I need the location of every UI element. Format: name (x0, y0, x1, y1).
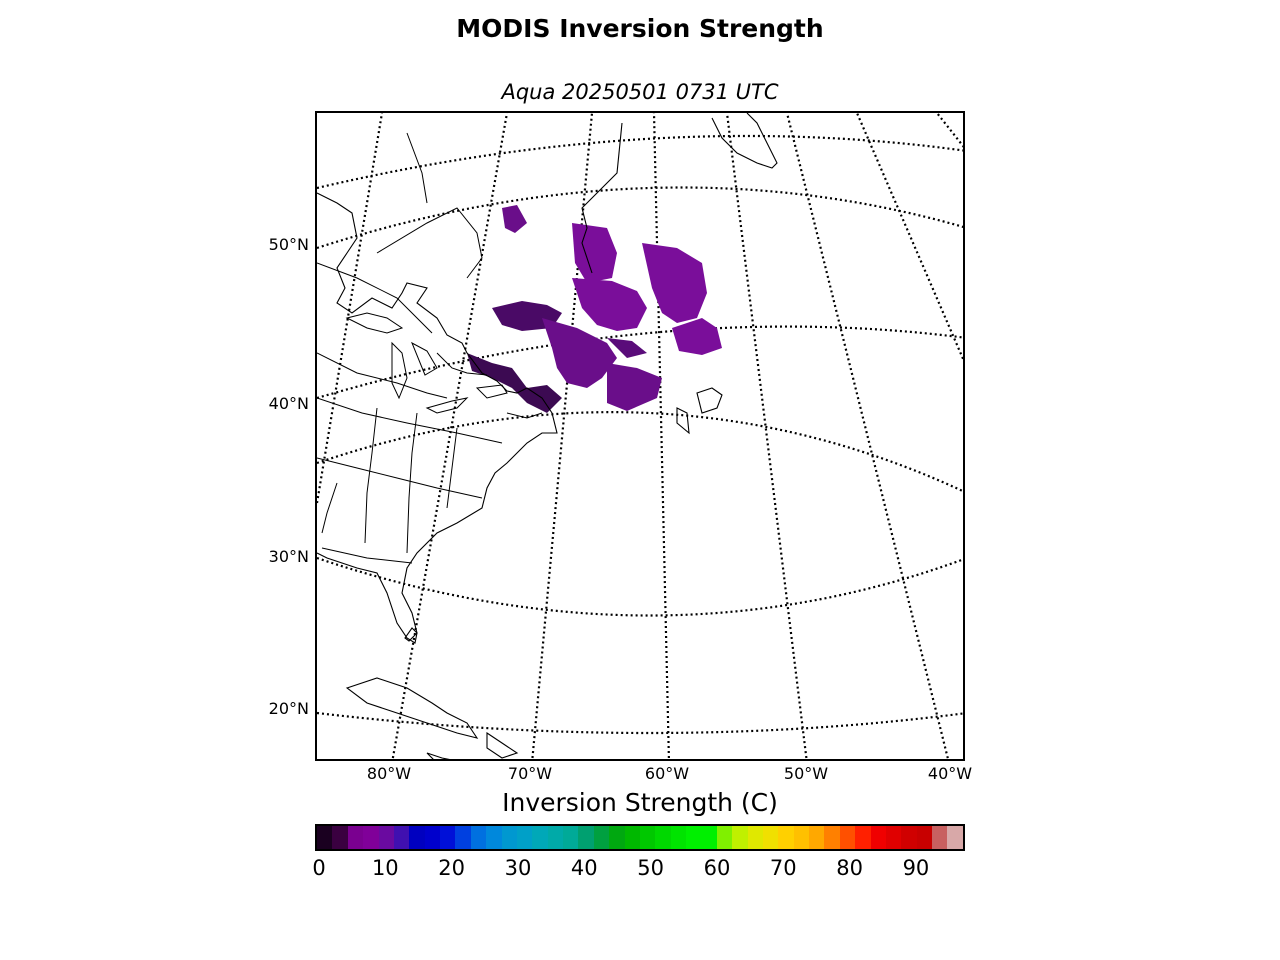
colorbar-segment (932, 826, 948, 849)
colorbar-segment (624, 826, 640, 849)
colorbar-segment (501, 826, 517, 849)
graticule-longitudes (317, 113, 963, 759)
colorbar-title: Inversion Strength (C) (502, 788, 778, 817)
colorbar-segment (440, 826, 456, 849)
coastlines (317, 113, 778, 759)
political-borders (317, 132, 543, 564)
colorbar-segment (686, 826, 702, 849)
lon-label-70w: 70°W (507, 764, 553, 783)
colorbar-tick-label: 20 (438, 856, 465, 880)
colorbar-segment (486, 826, 502, 849)
colorbar-tick-label: 50 (637, 856, 664, 880)
colorbar-segment (593, 826, 610, 849)
colorbar-segment (470, 826, 487, 849)
colorbar-segment (855, 826, 871, 849)
colorbar-segment (578, 826, 594, 849)
colorbar-tick-label: 60 (703, 856, 731, 880)
lon-label-50w: 50°W (783, 764, 829, 783)
lon-label-40w: 40°W (927, 764, 973, 783)
colorbar-segment (870, 826, 886, 849)
colorbar-tick-label: 70 (769, 856, 797, 880)
map-panel (315, 111, 965, 761)
colorbar-segment (317, 826, 333, 849)
lat-label-40: 40°N (268, 394, 309, 413)
lat-line-50 (317, 186, 963, 250)
colorbar-segment (670, 826, 686, 849)
colorbar-tick-label: 40 (570, 856, 598, 880)
lon-label-80w: 80°W (366, 764, 412, 783)
colorbar-segment (885, 826, 902, 849)
inversion-data (467, 205, 722, 413)
colorbar-segment (455, 826, 471, 849)
colorbar-segment (363, 826, 379, 849)
map-canvas (317, 113, 963, 759)
colorbar-segment (809, 826, 825, 849)
colorbar-segment (378, 826, 394, 849)
colorbar-tick-label: 10 (371, 856, 399, 880)
lon-label-60w: 60°W (644, 764, 690, 783)
colorbar-segment (916, 826, 932, 849)
colorbar-segment (393, 826, 410, 849)
colorbar-segment (762, 826, 779, 849)
colorbar-segment (947, 826, 963, 849)
colorbar-segment (716, 826, 733, 849)
colorbar-segment (793, 826, 809, 849)
colorbar-tick-label: 0 (312, 856, 326, 880)
colorbar-segment (424, 826, 440, 849)
graticule-latitudes (317, 134, 963, 735)
colorbar-segment (516, 826, 533, 849)
colorbar-tick-label: 90 (902, 856, 930, 880)
lat-label-20: 20°N (268, 699, 309, 718)
colorbar-segment (747, 826, 763, 849)
colorbar-segment (547, 826, 563, 849)
colorbar-segment (639, 826, 656, 849)
colorbar-segment (701, 826, 717, 849)
chart-subtitle: Aqua 20250501 0731 UTC (501, 80, 779, 104)
colorbar-tick-label: 30 (504, 856, 532, 880)
colorbar-segment (332, 826, 348, 849)
colorbar-segment (901, 826, 917, 849)
lat-label-30: 30°N (268, 547, 309, 566)
colorbar-segment (778, 826, 794, 849)
colorbar-segment (732, 826, 748, 849)
colorbar (315, 824, 965, 851)
colorbar-segment (563, 826, 579, 849)
lat-label-50: 50°N (268, 235, 309, 254)
colorbar-segment (532, 826, 548, 849)
colorbar-segment (824, 826, 840, 849)
colorbar-segment (839, 826, 856, 849)
colorbar-tick-label: 80 (836, 856, 863, 880)
colorbar-segment (609, 826, 625, 849)
chart-title: MODIS Inversion Strength (456, 14, 824, 43)
colorbar-segment (409, 826, 425, 849)
colorbar-segment (347, 826, 364, 849)
great-lakes (345, 312, 508, 414)
colorbar-segment (655, 826, 671, 849)
